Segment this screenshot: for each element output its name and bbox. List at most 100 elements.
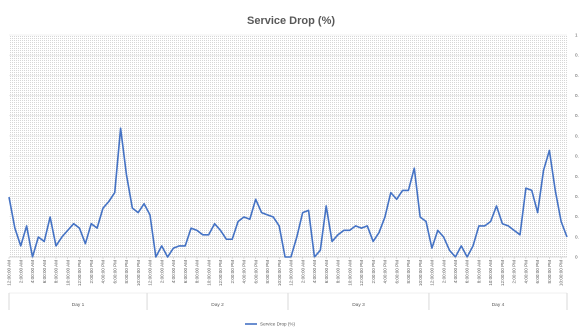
data-point	[190, 227, 192, 229]
data-point	[296, 236, 298, 238]
data-point	[132, 207, 134, 209]
data-point	[79, 227, 81, 229]
data-point	[484, 225, 486, 227]
x-tick-label: 8:00:00 PM	[124, 260, 129, 284]
data-point	[26, 225, 28, 227]
y-tick-label: 0.	[575, 214, 579, 219]
data-point	[543, 170, 545, 172]
x-tick-label: 2:00:00 PM	[89, 260, 94, 284]
group-label: Day 2	[211, 302, 224, 308]
data-point	[108, 201, 110, 203]
x-tick-label: 6:00:00 AM	[324, 260, 329, 283]
x-tick-label: 8:00:00 AM	[476, 260, 481, 283]
data-point	[261, 212, 263, 214]
x-tick-label: 12:00:00 AM	[430, 260, 435, 286]
x-tick-label: 2:00:00 AM	[18, 260, 23, 283]
data-point	[90, 223, 92, 225]
y-tick-label: 1	[575, 33, 578, 38]
data-point	[549, 150, 551, 152]
data-point	[137, 212, 139, 214]
x-tick-label: 8:00:00 AM	[336, 260, 341, 283]
x-tick-label: 12:00:00 AM	[7, 260, 12, 286]
legend-label: Service Drop (%)	[260, 322, 295, 327]
data-point	[402, 190, 404, 192]
data-point	[325, 205, 327, 207]
plot-area	[9, 35, 567, 257]
data-point	[149, 214, 151, 216]
data-point	[372, 241, 374, 243]
data-point	[308, 210, 310, 212]
x-tick-label: 4:00:00 AM	[171, 260, 176, 283]
data-point	[120, 127, 122, 129]
data-point	[243, 216, 245, 218]
y-tick-label: 0.	[575, 93, 579, 98]
data-point	[507, 225, 509, 227]
data-point	[96, 227, 98, 229]
group-label: Day 4	[492, 302, 505, 308]
data-point	[14, 227, 16, 229]
x-tick-label: 10:00:00 PM	[136, 260, 141, 286]
data-point	[320, 250, 322, 252]
x-tick-label: 10:00:00 PM	[418, 260, 423, 286]
data-point	[513, 230, 515, 232]
x-tick-label: 4:00:00 AM	[312, 260, 317, 283]
x-tick-label: 6:00:00 PM	[112, 260, 117, 284]
x-tick-label: 8:00:00 AM	[195, 260, 200, 283]
x-tick-label: 10:00:00 AM	[206, 260, 211, 286]
data-point	[202, 234, 204, 236]
data-point	[255, 198, 257, 200]
y-tick-label: 0	[575, 255, 578, 260]
data-point	[20, 245, 22, 247]
x-tick-label: 2:00:00 PM	[512, 260, 517, 284]
data-point	[343, 230, 345, 232]
series-line-service-drop	[8, 127, 568, 258]
x-tick-label: 2:00:00 AM	[300, 260, 305, 283]
data-point	[496, 205, 498, 207]
data-point	[554, 190, 556, 192]
data-point	[349, 230, 351, 232]
x-tick-label: 10:00:00 PM	[277, 260, 282, 286]
x-tick-label: 10:00:00 AM	[65, 260, 70, 286]
data-point	[214, 223, 216, 225]
x-tick-label: 8:00:00 PM	[406, 260, 411, 284]
x-tick-label: 6:00:00 AM	[183, 260, 188, 283]
data-point	[366, 225, 368, 227]
data-point	[220, 230, 222, 232]
x-tick-label: 6:00:00 AM	[465, 260, 470, 283]
y-tick-label: 0.	[575, 174, 579, 179]
x-axis-ticks: 12:00:00 AM 2:00:00 AM 4:00:00 AM 6:00:00 A…	[7, 257, 564, 286]
data-point	[443, 236, 445, 238]
y-tick-label: 0.	[575, 194, 579, 199]
data-point	[55, 245, 57, 247]
x-tick-label: 12:00:00 PM	[218, 260, 223, 286]
x-tick-label: 6:00:00 PM	[535, 260, 540, 284]
data-point	[425, 221, 427, 223]
data-point	[566, 236, 568, 238]
series-layer	[8, 127, 568, 258]
data-point	[8, 196, 10, 198]
data-point	[237, 221, 239, 223]
data-point	[361, 227, 363, 229]
x-tick-label: 2:00:00 PM	[230, 260, 235, 284]
data-point	[472, 245, 474, 247]
data-point	[490, 221, 492, 223]
data-point	[460, 245, 462, 247]
data-point	[537, 212, 539, 214]
data-point	[278, 225, 280, 227]
data-point	[337, 234, 339, 236]
data-point	[560, 221, 562, 223]
data-point	[396, 198, 398, 200]
data-point	[355, 225, 357, 227]
data-point	[413, 167, 415, 169]
x-tick-label: 12:00:00 AM	[289, 260, 294, 286]
group-label: Day 1	[72, 302, 85, 308]
x-tick-label: 4:00:00 PM	[101, 260, 106, 284]
x-tick-label: 12:00:00 PM	[359, 260, 364, 286]
data-point	[331, 241, 333, 243]
x-axis-groups: Day 1 Day 2 Day 3 Day 4	[8, 292, 568, 310]
x-tick-label: 12:00:00 AM	[148, 260, 153, 286]
x-tick-label: 2:00:00 AM	[159, 260, 164, 283]
y-tick-label: 0.	[575, 154, 579, 159]
x-tick-label: 6:00:00 PM	[253, 260, 258, 284]
